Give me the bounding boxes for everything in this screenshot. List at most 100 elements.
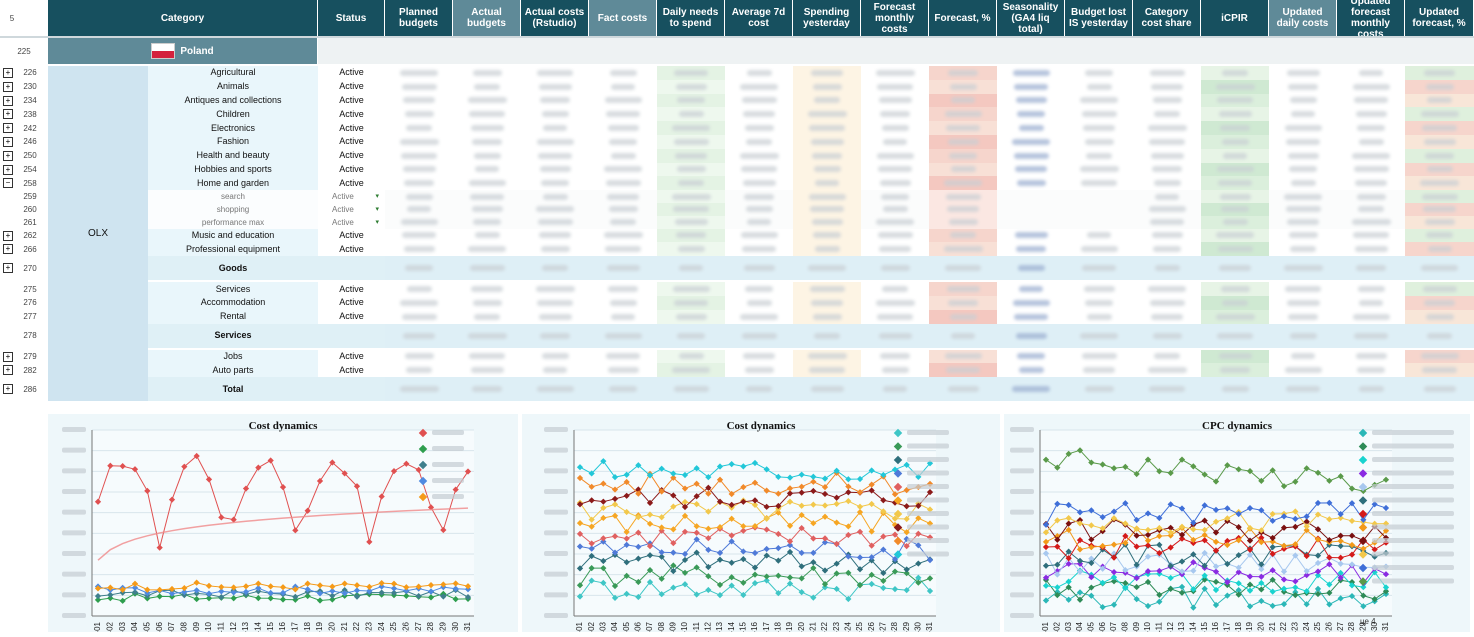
value-cell[interactable] (657, 296, 725, 310)
value-cell[interactable] (521, 79, 589, 94)
value-cell[interactable] (861, 107, 929, 122)
value-cell[interactable] (521, 215, 589, 229)
value-cell[interactable] (385, 79, 453, 94)
value-cell[interactable] (861, 242, 929, 257)
value-cell[interactable] (1405, 148, 1474, 163)
value-cell[interactable] (929, 228, 997, 243)
value-cell[interactable] (521, 242, 589, 257)
value-cell[interactable] (997, 162, 1065, 177)
value-cell[interactable] (1269, 282, 1337, 296)
expand-icon[interactable]: + (3, 244, 13, 255)
value-cell[interactable] (861, 176, 929, 191)
value-cell[interactable] (1405, 135, 1474, 149)
value-cell[interactable] (1337, 349, 1405, 364)
value-cell[interactable] (589, 121, 657, 135)
value-cell[interactable] (1065, 107, 1133, 122)
value-cell[interactable] (453, 66, 521, 80)
value-cell[interactable] (997, 176, 1065, 191)
value-cell[interactable] (657, 363, 725, 378)
value-cell[interactable] (589, 282, 657, 296)
value-cell[interactable] (657, 148, 725, 163)
value-cell[interactable] (1405, 242, 1474, 257)
value-cell[interactable] (1065, 79, 1133, 94)
dropdown-icon[interactable]: ▾ (375, 205, 379, 213)
value-cell[interactable] (1133, 363, 1201, 378)
value-cell[interactable] (589, 162, 657, 177)
value-cell[interactable] (385, 190, 453, 203)
value-cell[interactable] (929, 215, 997, 229)
value-cell[interactable] (589, 256, 657, 281)
value-cell[interactable] (385, 282, 453, 296)
value-cell[interactable] (1405, 296, 1474, 310)
value-cell[interactable] (453, 282, 521, 296)
value-cell[interactable] (1201, 107, 1269, 122)
value-cell[interactable] (929, 66, 997, 80)
value-cell[interactable] (1269, 190, 1337, 203)
value-cell[interactable] (521, 135, 589, 149)
value-cell[interactable] (385, 349, 453, 364)
value-cell[interactable] (929, 296, 997, 310)
value-cell[interactable] (725, 79, 793, 94)
value-cell[interactable] (589, 148, 657, 163)
value-cell[interactable] (589, 377, 657, 402)
value-cell[interactable] (1201, 363, 1269, 378)
value-cell[interactable] (1337, 107, 1405, 122)
value-cell[interactable] (521, 363, 589, 378)
status-cell[interactable]: Active ▾ (318, 203, 385, 216)
value-cell[interactable] (521, 228, 589, 243)
value-cell[interactable] (1065, 228, 1133, 243)
value-cell[interactable] (521, 323, 589, 348)
value-cell[interactable] (1065, 121, 1133, 135)
value-cell[interactable] (453, 215, 521, 229)
value-cell[interactable] (861, 228, 929, 243)
value-cell[interactable] (1405, 309, 1474, 324)
value-cell[interactable] (1201, 121, 1269, 135)
value-cell[interactable] (453, 256, 521, 281)
value-cell[interactable] (657, 203, 725, 216)
value-cell[interactable] (997, 203, 1065, 216)
value-cell[interactable] (793, 176, 861, 191)
value-cell[interactable] (1269, 203, 1337, 216)
value-cell[interactable] (521, 203, 589, 216)
value-cell[interactable] (1269, 296, 1337, 310)
value-cell[interactable] (861, 93, 929, 108)
value-cell[interactable] (725, 215, 793, 229)
dropdown-icon[interactable]: ▾ (375, 218, 379, 226)
value-cell[interactable] (521, 93, 589, 108)
value-cell[interactable] (929, 203, 997, 216)
value-cell[interactable] (1133, 148, 1201, 163)
value-cell[interactable] (657, 377, 725, 402)
value-cell[interactable] (929, 242, 997, 257)
value-cell[interactable] (521, 349, 589, 364)
column-header[interactable]: Updated forecast monthly costs (1337, 0, 1405, 40)
value-cell[interactable] (1201, 203, 1269, 216)
value-cell[interactable] (385, 228, 453, 243)
value-cell[interactable] (1337, 190, 1405, 203)
column-header[interactable]: Forecast, % (929, 0, 997, 36)
value-cell[interactable] (793, 242, 861, 257)
value-cell[interactable] (997, 296, 1065, 310)
value-cell[interactable] (1269, 148, 1337, 163)
value-cell[interactable] (385, 377, 453, 402)
value-cell[interactable] (385, 242, 453, 257)
value-cell[interactable] (793, 377, 861, 402)
value-cell[interactable] (793, 309, 861, 324)
value-cell[interactable] (861, 363, 929, 378)
value-cell[interactable] (521, 107, 589, 122)
value-cell[interactable] (385, 162, 453, 177)
value-cell[interactable] (997, 282, 1065, 296)
value-cell[interactable] (589, 93, 657, 108)
value-cell[interactable] (1065, 176, 1133, 191)
value-cell[interactable] (657, 242, 725, 257)
value-cell[interactable] (1133, 242, 1201, 257)
value-cell[interactable] (793, 79, 861, 94)
value-cell[interactable] (657, 190, 725, 203)
value-cell[interactable] (929, 363, 997, 378)
value-cell[interactable] (1201, 215, 1269, 229)
value-cell[interactable] (1269, 242, 1337, 257)
value-cell[interactable] (997, 93, 1065, 108)
value-cell[interactable] (997, 323, 1065, 348)
value-cell[interactable] (1405, 256, 1474, 281)
value-cell[interactable] (997, 66, 1065, 80)
column-header[interactable]: Planned budgets (385, 0, 453, 36)
